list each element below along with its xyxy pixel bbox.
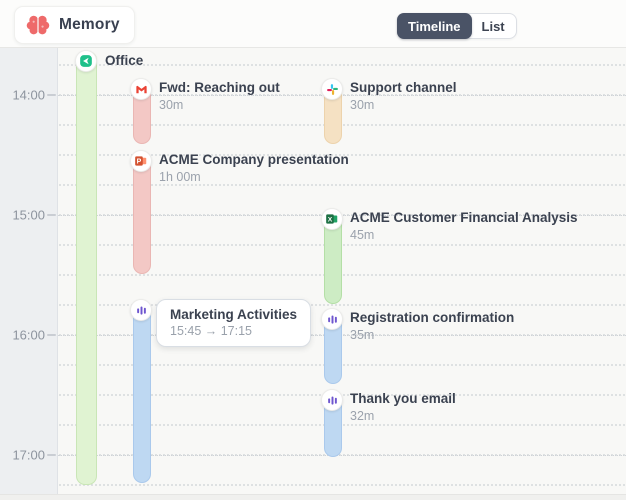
event-duration: 30m [350, 98, 375, 112]
time-label: 14:00 [12, 87, 45, 103]
event-title: Support channel [350, 80, 457, 95]
hour-gridline [58, 335, 626, 336]
view-toggle: Timeline List [397, 13, 517, 39]
event-bar-office[interactable] [76, 51, 97, 485]
bottom-edge [0, 494, 626, 500]
event-title: Registration confirmation [350, 310, 515, 325]
gmail-icon[interactable] [130, 78, 152, 100]
time-label: 15:00 [12, 207, 45, 223]
tooltip-time-range: 15:45 → 17:15 [170, 324, 253, 338]
event-tooltip: Marketing Activities 15:45 → 17:15 [156, 299, 312, 347]
event-title: Thank you email [350, 391, 456, 406]
app-title: Memory [59, 16, 120, 33]
tab-timeline[interactable]: Timeline [397, 13, 472, 39]
event-duration: 1h 00m [159, 170, 201, 184]
event-duration: 45m [350, 228, 375, 242]
event-bar-marketing-activities[interactable] [133, 302, 151, 483]
hour-tick [47, 94, 56, 96]
stats-icon[interactable] [321, 389, 343, 411]
tab-list[interactable]: List [481, 18, 505, 34]
svg-text:X: X [328, 217, 333, 224]
event-title: Office [105, 53, 144, 68]
hour-gridline [58, 95, 626, 96]
time-label: 17:00 [12, 447, 45, 463]
app-logo: Memory [14, 6, 135, 44]
svg-text:P: P [137, 159, 142, 166]
time-gutter [0, 47, 58, 494]
event-duration: 32m [350, 409, 375, 423]
timeline-canvas [58, 47, 626, 494]
hour-tick [47, 334, 56, 336]
location-icon[interactable] [75, 50, 97, 72]
event-title: Fwd: Reaching out [159, 80, 280, 95]
stats-icon[interactable] [130, 299, 152, 321]
brain-icon [25, 12, 51, 38]
hour-gridline [58, 455, 626, 456]
event-duration: 35m [350, 328, 375, 342]
hour-tick [47, 454, 56, 456]
slack-icon[interactable] [321, 78, 343, 100]
hour-tick [47, 214, 56, 216]
excel-icon[interactable]: X [321, 208, 343, 230]
time-label: 16:00 [12, 327, 45, 343]
stats-icon[interactable] [321, 308, 343, 330]
event-title: ACME Customer Financial Analysis [350, 210, 578, 225]
event-title: ACME Company presentation [159, 152, 349, 167]
header-bar: Memory Timeline List [0, 0, 626, 48]
event-duration: 30m [159, 98, 184, 112]
powerpoint-icon[interactable]: P [130, 150, 152, 172]
tooltip-title: Marketing Activities [170, 307, 298, 322]
